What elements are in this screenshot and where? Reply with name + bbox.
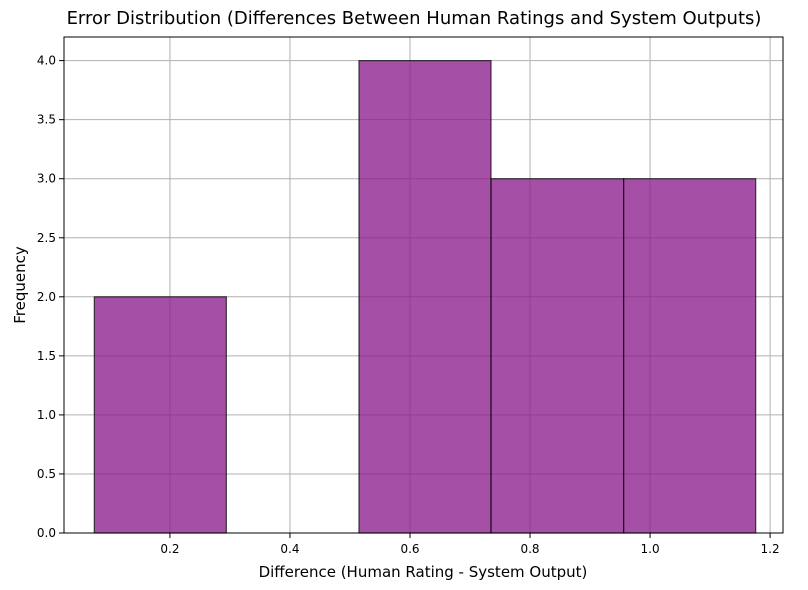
y-tick-label: 2.5 xyxy=(37,231,56,245)
y-tick-label: 1.0 xyxy=(37,408,56,422)
x-axis-label: Difference (Human Rating - System Output… xyxy=(259,563,588,581)
x-tick-label: 0.2 xyxy=(160,542,179,556)
y-tick-label: 3.5 xyxy=(37,113,56,127)
plot-area-frame xyxy=(63,36,784,534)
histogram-bars xyxy=(93,60,757,534)
histogram-bar xyxy=(490,178,625,534)
y-tick-label: 2.0 xyxy=(37,290,56,304)
y-axis-label: Frequency xyxy=(11,246,29,324)
x-tick-label: 0.4 xyxy=(280,542,299,556)
chart-title: Error Distribution (Differences Between … xyxy=(67,8,762,29)
histogram-bar xyxy=(623,178,757,534)
y-tick-label: 0.5 xyxy=(37,467,56,481)
y-tick-label: 1.5 xyxy=(37,349,56,363)
axis-ticks: 0.2 0.4 0.6 0.8 1.0 1.2 0.0 0.5 1.0 1.5 2.0 2.5 3.0 3… xyxy=(37,54,780,556)
y-tick-label: 4.0 xyxy=(37,54,56,68)
y-tick-label: 0.0 xyxy=(37,526,56,540)
y-tick-label: 3.0 xyxy=(37,172,56,186)
histogram-bar xyxy=(93,296,227,534)
x-tick-label: 0.6 xyxy=(400,542,419,556)
x-tick-label: 1.2 xyxy=(761,542,780,556)
x-tick-label: 0.8 xyxy=(520,542,539,556)
histogram-bar xyxy=(358,60,492,534)
x-tick-label: 1.0 xyxy=(641,542,660,556)
